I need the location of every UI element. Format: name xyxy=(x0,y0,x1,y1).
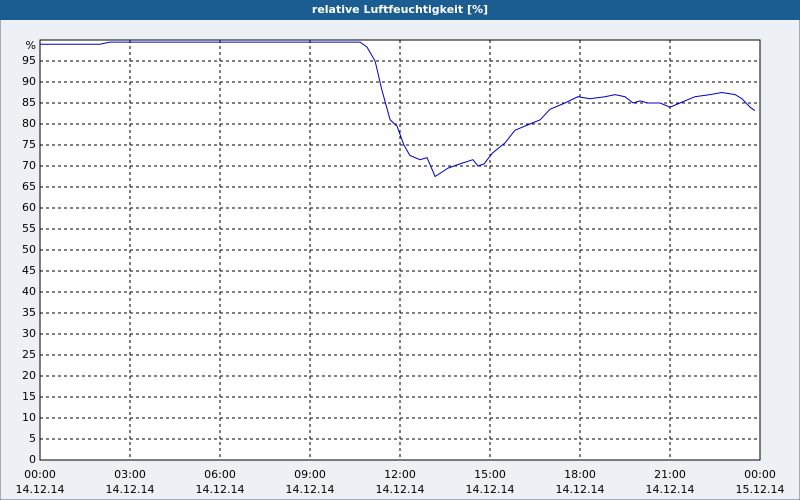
y-tick-label: 70 xyxy=(22,159,36,172)
x-tick-label: 00:00 xyxy=(24,468,56,481)
y-tick-label: 5 xyxy=(29,432,36,445)
x-tick-label: 03:00 xyxy=(114,468,146,481)
x-tick-label: 21:00 xyxy=(654,468,686,481)
y-tick-label: 65 xyxy=(22,180,36,193)
y-tick-label: 75 xyxy=(22,138,36,151)
y-tick-label: 0 xyxy=(29,453,36,466)
y-tick-label: 55 xyxy=(22,222,36,235)
x-tick-date: 14.12.14 xyxy=(376,483,425,496)
y-tick-label: 90 xyxy=(22,75,36,88)
x-tick-date: 14.12.14 xyxy=(106,483,155,496)
x-tick-date: 14.12.14 xyxy=(286,483,335,496)
y-tick-label: 45 xyxy=(22,264,36,277)
x-tick-date: 14.12.14 xyxy=(196,483,245,496)
y-tick-label: 35 xyxy=(22,306,36,319)
x-tick-label: 15:00 xyxy=(474,468,506,481)
title-bar xyxy=(0,0,800,20)
y-tick-label: 30 xyxy=(22,327,36,340)
y-tick-label: 50 xyxy=(22,243,36,256)
y-tick-label: 40 xyxy=(22,285,36,298)
y-tick-label: 60 xyxy=(22,201,36,214)
chart-title: relative Luftfeuchtigkeit [%] xyxy=(312,3,488,16)
y-tick-label: 25 xyxy=(22,348,36,361)
x-tick-date: 14.12.14 xyxy=(556,483,605,496)
y-tick-label: 15 xyxy=(22,390,36,403)
y-tick-label: 95 xyxy=(22,54,36,67)
line xyxy=(40,41,756,178)
x-tick-date: 14.12.14 xyxy=(646,483,695,496)
y-tick-label: 85 xyxy=(22,96,36,109)
x-tick-label: 12:00 xyxy=(384,468,416,481)
x-tick-date: 14.12.14 xyxy=(466,483,515,496)
x-tick-date: 15.12.14 xyxy=(736,483,785,496)
x-tick-date: 14.12.14 xyxy=(16,483,65,496)
y-tick-label: 10 xyxy=(22,411,36,424)
x-tick-label: 06:00 xyxy=(204,468,236,481)
x-tick-label: 09:00 xyxy=(294,468,326,481)
x-tick-label: 00:00 xyxy=(744,468,776,481)
y-tick-label: % xyxy=(26,39,36,52)
y-tick-label: 20 xyxy=(22,369,36,382)
y-tick-label: 80 xyxy=(22,117,36,130)
x-tick-label: 18:00 xyxy=(564,468,596,481)
